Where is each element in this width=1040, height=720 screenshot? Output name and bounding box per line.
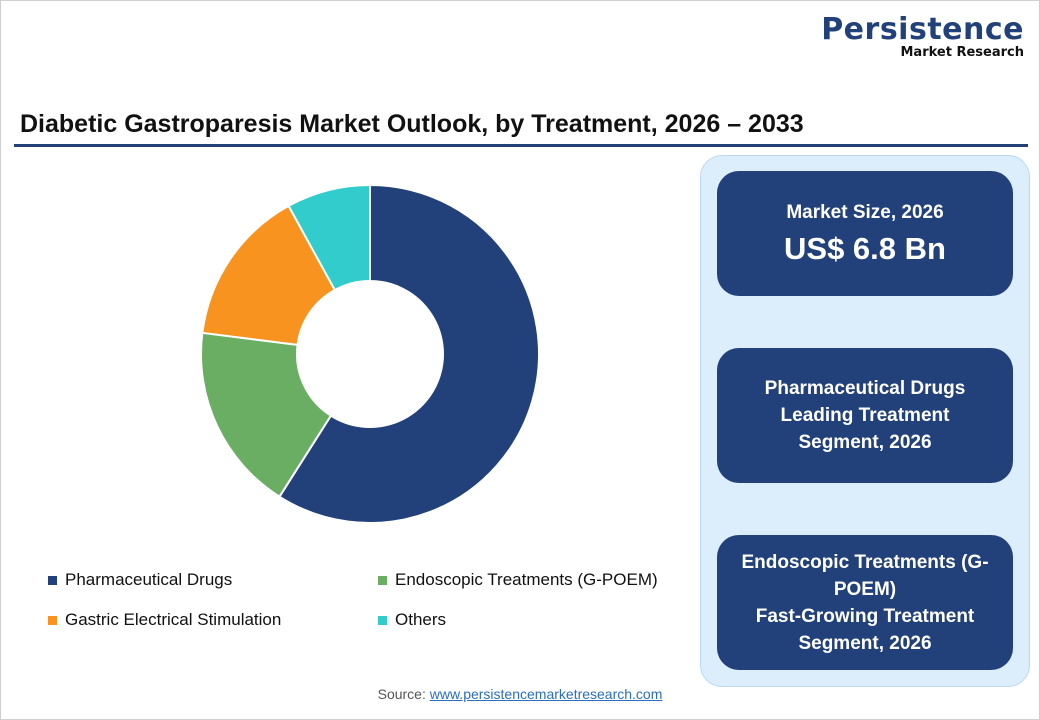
title-divider: [14, 144, 1028, 147]
donut-chart: [200, 183, 540, 524]
logo-tagline: Market Research: [900, 45, 1025, 60]
donut-slice-pharmaceutical-drugs: [278, 183, 540, 524]
logo: Persistence Market Research: [821, 14, 1024, 60]
source-note: Source: www.persistencemarketresearch.co…: [0, 686, 1040, 702]
card-line: POEM): [833, 578, 897, 600]
source-label: Source:: [377, 686, 426, 702]
chart-title: Diabetic Gastroparesis Market Outlook, b…: [20, 110, 804, 138]
legend-item-endoscopic: Endoscopic Treatments (G-POEM): [378, 570, 658, 590]
legend-label: Gastric Electrical Stimulation: [65, 610, 282, 629]
market-size-card: Market Size, 2026 US$ 6.8 Bn: [717, 171, 1013, 296]
card-line: Segment, 2026: [798, 432, 932, 453]
fast-growing-card: Endoscopic Treatments (G- POEM) Fast-Gro…: [717, 535, 1013, 670]
legend-swatch: [378, 575, 387, 585]
legend-swatch: [48, 615, 57, 625]
card-line: Pharmaceutical Drugs: [764, 378, 966, 399]
card-value: US$ 6.8 Bn: [784, 231, 946, 266]
source-link[interactable]: www.persistencemarketresearch.com: [429, 686, 663, 702]
donut-slice-others: [287, 183, 371, 292]
card-line: Segment, 2026: [798, 632, 932, 654]
legend-label: Endoscopic Treatments (G-POEM): [395, 570, 658, 589]
donut-slice-endoscopic-treatments-g-poem: [200, 331, 333, 499]
leading-segment-card: Pharmaceutical Drugs Leading Treatment S…: [717, 348, 1013, 483]
logo-name: Persistence: [821, 12, 1024, 47]
card-line: Fast-Growing Treatment: [755, 605, 975, 627]
card-label: Market Size, 2026: [786, 202, 944, 223]
legend-item-pharmaceutical: Pharmaceutical Drugs: [48, 570, 232, 590]
card-line: Leading Treatment: [780, 405, 950, 426]
legend-swatch: [48, 575, 57, 585]
legend-swatch: [378, 615, 387, 625]
donut-slice-gastric-electrical-stimulation: [201, 204, 337, 346]
legend-item-others: Others: [378, 610, 446, 630]
card-line: Endoscopic Treatments (G-: [741, 551, 989, 573]
legend-label: Pharmaceutical Drugs: [65, 570, 233, 589]
legend-item-gastric: Gastric Electrical Stimulation: [48, 610, 281, 630]
legend-label: Others: [395, 610, 447, 629]
